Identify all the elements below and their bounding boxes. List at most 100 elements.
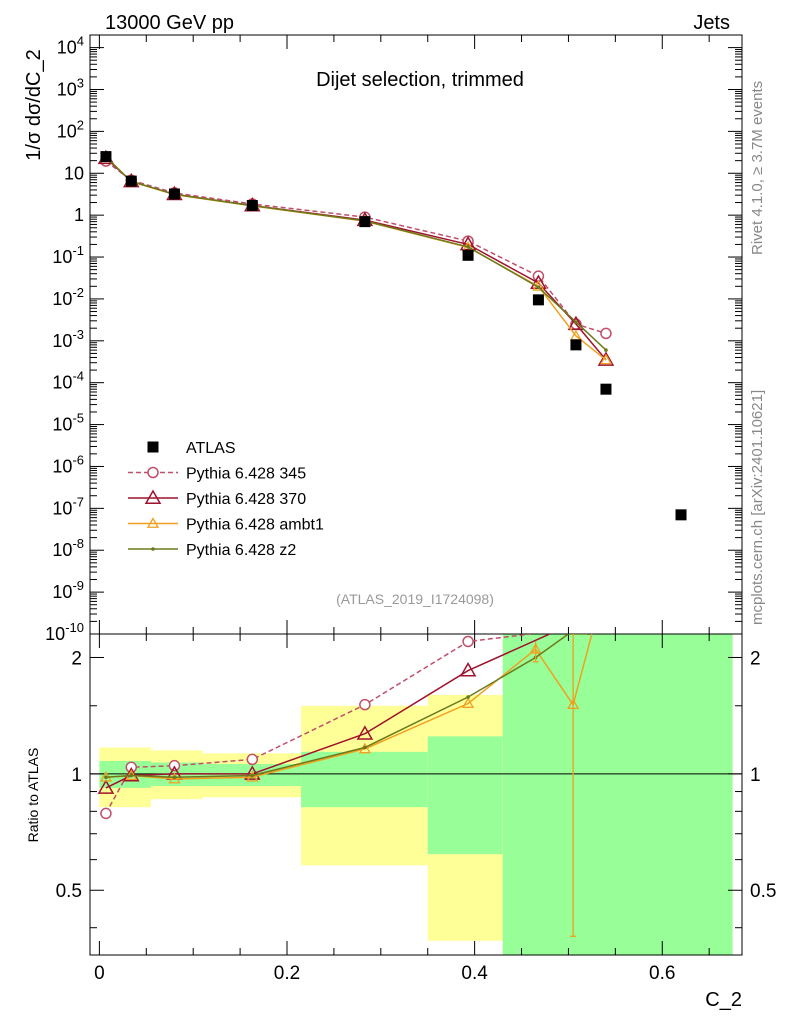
- main-y-tick-label: 10-4: [52, 369, 84, 393]
- ratio-plot-border: [89, 633, 743, 956]
- main-series-atlas: [100, 151, 687, 521]
- legend-label: Pythia 6.428 z2: [186, 542, 296, 559]
- main-y-tick-label: 102: [57, 117, 84, 141]
- main-y-tick-label: 1: [74, 205, 84, 225]
- main-panel-series: [97, 149, 687, 521]
- main-data-point: [567, 315, 585, 331]
- legend: ATLAS Pythia 6.428 345 Pythia 6.428 370 Pyt…: [128, 440, 324, 559]
- main-y-tick-label: 103: [57, 75, 84, 99]
- main-series-line: [105, 156, 607, 361]
- main-y-tick-label: 10-3: [52, 327, 84, 351]
- main-data-point: [100, 151, 112, 163]
- main-series-pythia-6-428-345: [100, 155, 612, 340]
- ratio-y-tick-label-right: 0.5: [750, 881, 776, 902]
- ratio-green-band: [301, 751, 428, 808]
- main-panel-frame: 10-10 10-9 10-8 10-7 10-6 10-5 10-4 10-3 10-2 10-…: [45, 34, 743, 644]
- main-data-point: [168, 188, 180, 200]
- main-data-point: [536, 285, 541, 290]
- ratio-y-tick-label-right: 2: [750, 648, 761, 669]
- analysis-label: (ATLAS_2019_I1724098): [336, 591, 494, 607]
- main-data-point: [604, 348, 608, 352]
- main-data-point: [570, 339, 582, 351]
- main-series-line: [105, 157, 607, 361]
- legend-item: Pythia 6.428 z2: [128, 542, 296, 559]
- x-tick-label: 0.6: [649, 963, 675, 984]
- main-data-point: [466, 245, 470, 249]
- ratio-green-band: [427, 736, 503, 855]
- ratio-data-point: [122, 767, 140, 782]
- legend-marker: [144, 489, 162, 504]
- main-y-tick-label: 10-2: [52, 285, 84, 309]
- ratio-uncertainty-bands: [99, 634, 733, 955]
- main-data-point: [125, 175, 137, 187]
- ratio-y-tick-label-right: 1: [750, 765, 761, 786]
- ratio-data-point: [100, 807, 112, 820]
- ratio-data-point: [97, 779, 115, 794]
- legend-marker: [146, 517, 160, 528]
- ratio-data-point: [363, 745, 367, 750]
- main-y-tick-label: 10-7: [52, 494, 84, 518]
- ratio-green-band: [568, 634, 733, 955]
- main-data-point: [462, 249, 474, 261]
- ratio-y-axis-label: Ratio to ATLAS: [25, 748, 41, 843]
- ratio-data-point: [356, 725, 374, 740]
- main-data-point: [675, 509, 687, 521]
- header-jets-label: Jets: [693, 12, 730, 34]
- rivet-version-label: Rivet 4.1.0, ≥ 3.7M events: [749, 81, 766, 255]
- header-energy-label: 13000 GeV pp: [105, 12, 234, 34]
- ratio-data-point: [459, 662, 477, 677]
- ratio-data-point: [462, 635, 474, 648]
- ratio-data-point: [172, 775, 177, 780]
- main-series-pythia-6-428-z2: [104, 155, 608, 352]
- ratio-series-pythia-6-428-z2: [104, 634, 588, 780]
- x-tick-label: 0.4: [461, 963, 488, 984]
- main-y-tick-label: 10-6: [52, 452, 84, 476]
- main-data-point: [574, 320, 578, 324]
- legend-label: Pythia 6.428 ambt1: [186, 517, 324, 534]
- main-data-point: [359, 216, 371, 228]
- main-series-pythia-6-428-370: [97, 149, 615, 366]
- main-y-tick-label: 10-9: [52, 578, 84, 602]
- legend-item: Pythia 6.428 370: [128, 489, 306, 508]
- ratio-green-band: [502, 634, 569, 955]
- legend-label: Pythia 6.428 345: [186, 466, 306, 483]
- main-y-tick-label: 10-1: [52, 243, 84, 267]
- main-data-point: [597, 351, 615, 366]
- legend-item: Pythia 6.428 ambt1: [128, 517, 324, 534]
- legend-item: ATLAS: [147, 440, 236, 457]
- ratio-data-point: [359, 698, 371, 711]
- ratio-data-point: [104, 775, 108, 780]
- ratio-data-point: [244, 765, 261, 780]
- main-series-line: [105, 156, 607, 351]
- main-data-point: [246, 199, 258, 211]
- ratio-data-point: [466, 695, 470, 699]
- ratio-data-point: [168, 772, 181, 784]
- legend-label: Pythia 6.428 370: [186, 491, 306, 508]
- ratio-panel-series: [97, 634, 593, 937]
- main-y-tick-label: 10-10: [45, 620, 84, 644]
- x-tick-label: 0.2: [274, 963, 300, 984]
- ratio-y-tick-label: 2: [71, 648, 82, 669]
- ratio-data-point: [246, 770, 259, 782]
- legend-marker: [147, 441, 159, 453]
- ratio-data-point: [129, 773, 134, 778]
- main-data-point: [599, 353, 613, 365]
- legend-item: Pythia 6.428 345: [128, 466, 306, 483]
- main-data-point: [459, 235, 477, 251]
- ratio-y-tick-label: 1: [71, 765, 82, 786]
- main-y-tick-label: 10-8: [52, 536, 84, 560]
- main-y-tick-label: 10: [64, 163, 84, 183]
- ratio-data-point: [461, 697, 475, 708]
- ratio-data-point: [250, 773, 255, 778]
- legend-label: ATLAS: [186, 440, 236, 457]
- mcplots-label: mcplots.cern.ch [arXiv:2401.10621]: [749, 390, 766, 625]
- main-data-point: [600, 383, 612, 395]
- legend-marker: [151, 547, 155, 551]
- chart-title: Dijet selection, trimmed: [316, 69, 524, 91]
- ratio-y-tick-label: 0.5: [56, 881, 82, 902]
- main-series-line: [105, 160, 607, 335]
- main-y-axis-label: 1/σ dσ/dC_2: [23, 49, 45, 160]
- ratio-data-point: [246, 753, 259, 766]
- main-y-tick-label: 104: [57, 34, 84, 58]
